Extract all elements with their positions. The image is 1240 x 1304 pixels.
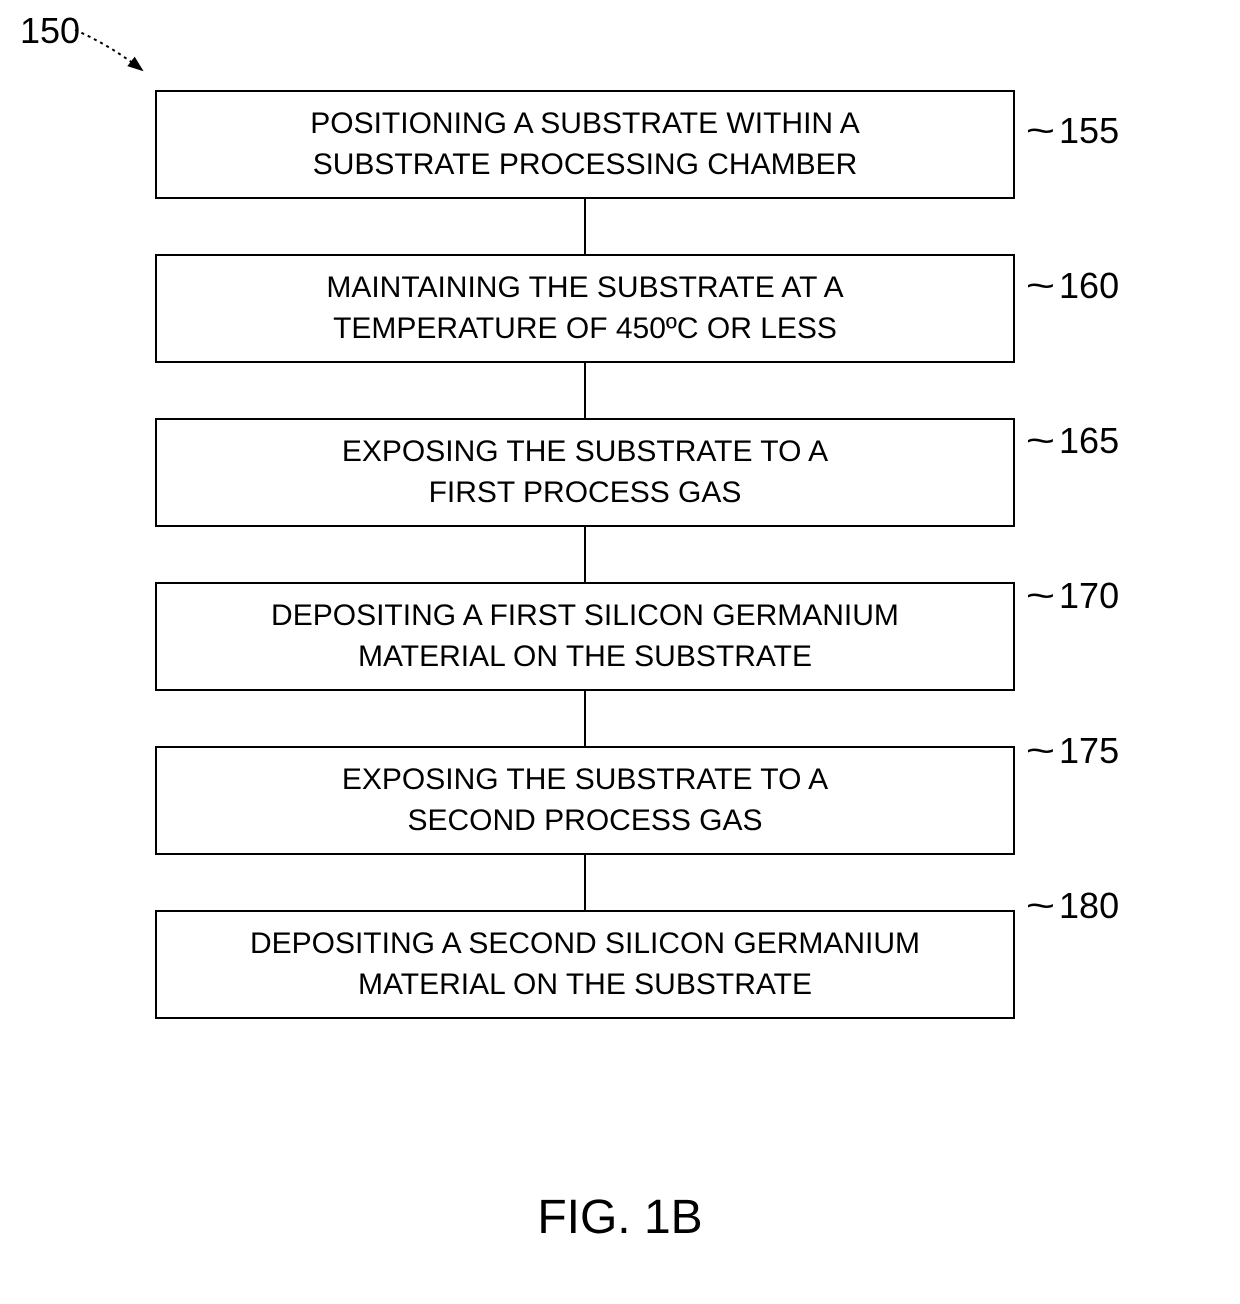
step-text-line: DEPOSITING A FIRST SILICON GERMANIUM	[167, 596, 1003, 637]
flow-connector	[584, 855, 586, 910]
step-text-line: MATERIAL ON THE SUBSTRATE	[167, 637, 1003, 678]
step-ref-number: 170	[1059, 575, 1119, 617]
flow-step: DEPOSITING A SECOND SILICON GERMANIUMMAT…	[155, 910, 1015, 1019]
step-text-line: EXPOSING THE SUBSTRATE TO A	[167, 760, 1003, 801]
tilde-icon: ~	[1026, 885, 1055, 927]
step-ref-label: ~175	[1030, 730, 1119, 772]
tilde-icon: ~	[1026, 265, 1055, 307]
step-text-line: EXPOSING THE SUBSTRATE TO A	[167, 432, 1003, 473]
step-text-line: SUBSTRATE PROCESSING CHAMBER	[167, 145, 1003, 186]
flow-connector	[584, 199, 586, 254]
flow-step: POSITIONING A SUBSTRATE WITHIN ASUBSTRAT…	[155, 90, 1015, 199]
flow-step: EXPOSING THE SUBSTRATE TO ASECOND PROCES…	[155, 746, 1015, 855]
step-ref-label: ~170	[1030, 575, 1119, 617]
step-text-line: FIRST PROCESS GAS	[167, 473, 1003, 514]
tilde-icon: ~	[1026, 420, 1055, 462]
flow-step: DEPOSITING A FIRST SILICON GERMANIUMMATE…	[155, 582, 1015, 691]
flow-step: MAINTAINING THE SUBSTRATE AT ATEMPERATUR…	[155, 254, 1015, 363]
tilde-icon: ~	[1026, 110, 1055, 152]
flowchart-column: POSITIONING A SUBSTRATE WITHIN ASUBSTRAT…	[155, 90, 1015, 1019]
step-text-line: MATERIAL ON THE SUBSTRATE	[167, 965, 1003, 1006]
step-ref-label: ~160	[1030, 265, 1119, 307]
step-ref-number: 155	[1059, 110, 1119, 152]
pointer-arrow-icon	[70, 25, 160, 85]
flow-step: EXPOSING THE SUBSTRATE TO AFIRST PROCESS…	[155, 418, 1015, 527]
step-ref-label: ~155	[1030, 110, 1119, 152]
flow-connector	[584, 363, 586, 418]
flow-connector	[584, 691, 586, 746]
figure-caption: FIG. 1B	[0, 1190, 1240, 1245]
step-text-line: SECOND PROCESS GAS	[167, 801, 1003, 842]
tilde-icon: ~	[1026, 730, 1055, 772]
step-text-line: MAINTAINING THE SUBSTRATE AT A	[167, 268, 1003, 309]
step-ref-number: 160	[1059, 265, 1119, 307]
step-text-line: TEMPERATURE OF 450ºC OR LESS	[167, 309, 1003, 350]
step-text-line: DEPOSITING A SECOND SILICON GERMANIUM	[167, 924, 1003, 965]
step-ref-number: 180	[1059, 885, 1119, 927]
step-text-line: POSITIONING A SUBSTRATE WITHIN A	[167, 104, 1003, 145]
step-ref-number: 165	[1059, 420, 1119, 462]
step-ref-number: 175	[1059, 730, 1119, 772]
tilde-icon: ~	[1026, 575, 1055, 617]
flow-connector	[584, 527, 586, 582]
step-ref-label: ~180	[1030, 885, 1119, 927]
diagram-canvas: 150 POSITIONING A SUBSTRATE WITHIN ASUBS…	[0, 0, 1240, 1304]
step-ref-label: ~165	[1030, 420, 1119, 462]
